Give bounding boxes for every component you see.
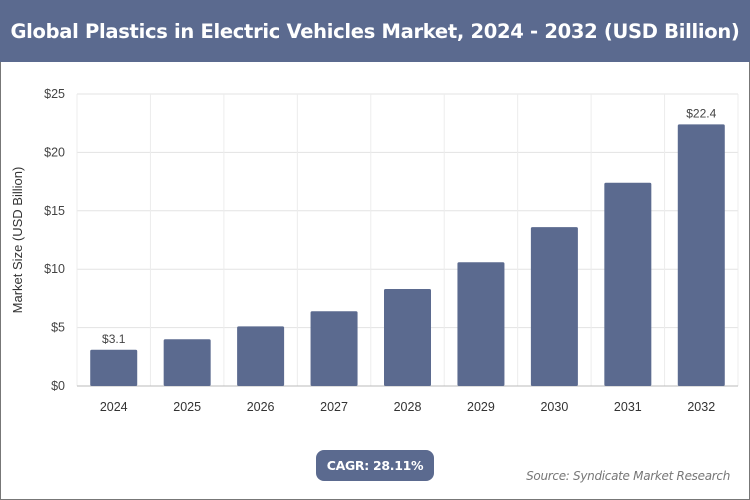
x-tick-label: 2030 <box>540 400 568 414</box>
x-tick-label: 2025 <box>173 400 201 414</box>
y-tick-label: $20 <box>44 145 65 159</box>
x-tick-label: 2024 <box>100 400 128 414</box>
cagr-badge: CAGR: 28.11% <box>316 450 434 481</box>
y-tick-label: $5 <box>51 321 65 335</box>
data-label: $3.1 <box>102 332 126 346</box>
source-note: Source: Syndicate Market Research <box>526 469 730 483</box>
bar-2026 <box>237 326 285 386</box>
x-tick-label: 2032 <box>687 400 715 414</box>
x-tick-label: 2029 <box>467 400 495 414</box>
chart-title: Global Plastics in Electric Vehicles Mar… <box>10 19 740 43</box>
x-tick-label: 2026 <box>247 400 275 414</box>
data-label: $22.4 <box>686 106 716 120</box>
bar-2029 <box>457 262 505 386</box>
bar-2025 <box>163 339 211 386</box>
y-axis-label: Market Size (USD Billion) <box>10 167 25 314</box>
y-tick-label: $0 <box>51 379 65 393</box>
y-tick-label: $25 <box>44 87 65 101</box>
bar-2027 <box>310 311 358 386</box>
bar-2028 <box>384 289 431 386</box>
x-tick-label: 2027 <box>320 400 348 414</box>
bar-2030 <box>530 227 578 386</box>
bar-2031 <box>604 182 652 386</box>
bar-2024 <box>90 349 138 386</box>
y-tick-label: $15 <box>44 204 65 218</box>
x-tick-label: 2028 <box>394 400 422 414</box>
y-tick-label: $10 <box>44 262 65 276</box>
title-bar: Global Plastics in Electric Vehicles Mar… <box>0 0 750 62</box>
bar-2032 <box>677 124 725 387</box>
x-tick-label: 2031 <box>614 400 642 414</box>
